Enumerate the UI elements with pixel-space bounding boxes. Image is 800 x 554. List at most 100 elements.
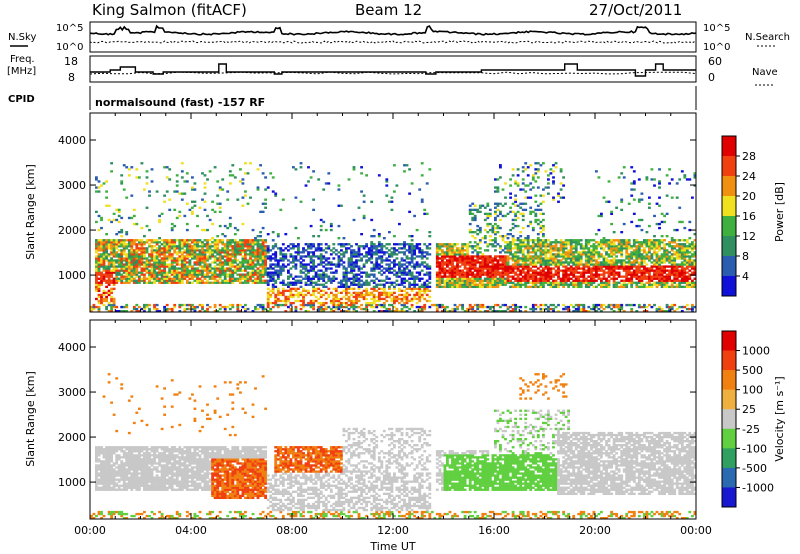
power-cell [271, 231, 275, 234]
power-cell [148, 261, 151, 264]
power-cell [635, 239, 639, 242]
power-cell [456, 253, 459, 256]
power-cell [279, 271, 283, 274]
power-cell [127, 241, 131, 244]
power-cell [471, 275, 475, 278]
power-cell [239, 180, 242, 183]
power-cell [236, 198, 240, 201]
power-cell [281, 267, 285, 270]
power-cell [547, 267, 550, 270]
power-cell [127, 259, 131, 262]
power-cell [287, 285, 290, 289]
power-cell [501, 273, 505, 276]
power-cell [241, 247, 245, 250]
power-cell [466, 255, 470, 258]
power-cell [362, 289, 366, 293]
power-cell [178, 279, 182, 282]
power-cell [488, 239, 492, 242]
power-cell [519, 279, 523, 282]
power-cell [595, 249, 598, 252]
power-cell [612, 259, 616, 262]
power-cell [216, 269, 220, 272]
power-cell [534, 257, 538, 260]
power-cell [587, 267, 591, 270]
power-cell [627, 202, 631, 205]
power-cell [514, 239, 518, 242]
power-cell [226, 255, 230, 258]
power-cell [602, 269, 606, 272]
power-cell [602, 307, 606, 311]
power-cell [400, 293, 404, 297]
power-cell [165, 255, 169, 258]
power-cell [420, 269, 424, 272]
power-cell [249, 267, 252, 270]
power-cell [382, 285, 386, 289]
power-cell [244, 255, 247, 258]
power-cell [529, 164, 533, 167]
power-cell [514, 273, 518, 276]
power-cell [405, 257, 409, 260]
power-cell [196, 273, 199, 276]
power-cell [102, 243, 106, 246]
power-cell [539, 231, 543, 234]
power-cell [117, 273, 121, 276]
power-cell [494, 222, 497, 226]
power-cell [239, 249, 242, 252]
power-cell [347, 247, 351, 250]
power-cell [630, 251, 634, 254]
power-cell [451, 255, 454, 258]
power-cell [403, 310, 406, 313]
power-cell [107, 204, 111, 207]
power-cell [178, 277, 182, 280]
power-cell [453, 243, 457, 246]
power-cell [362, 255, 366, 258]
power-cell [615, 259, 619, 262]
power-cell [198, 271, 202, 274]
power-cell [380, 293, 384, 297]
power-cell [299, 200, 303, 203]
power-cell [592, 275, 596, 278]
power-cell [370, 235, 374, 238]
power-cell [418, 255, 422, 258]
power-cell [428, 289, 432, 293]
power-cell [297, 281, 300, 284]
power-cell [423, 285, 427, 289]
power-cell [617, 176, 621, 179]
power-cell [355, 305, 358, 309]
power-cell [122, 310, 126, 313]
power-cell [150, 251, 154, 254]
power-cell [117, 231, 121, 234]
power-cell [632, 251, 636, 254]
power-cell [564, 279, 568, 282]
power-cell [125, 273, 129, 276]
power-cell [178, 247, 182, 250]
power-cell [511, 285, 515, 289]
power-cell [233, 251, 237, 254]
power-cell [112, 212, 116, 216]
power-cell [342, 301, 346, 305]
power-cell [261, 255, 265, 258]
power-cell [375, 299, 379, 303]
power-cell [352, 283, 356, 286]
power-cell [198, 263, 202, 266]
power-cell [160, 279, 164, 282]
power-cell [95, 249, 98, 252]
power-cell [625, 275, 629, 278]
power-cell [132, 214, 136, 218]
power-cell [107, 303, 111, 307]
power-cell [110, 295, 114, 299]
power-cell [600, 303, 603, 307]
power-cell [393, 273, 396, 276]
power-cell [514, 261, 518, 264]
power-cell [577, 281, 581, 284]
power-cell [544, 307, 548, 311]
power-cell [443, 281, 447, 284]
power-cell [385, 251, 389, 254]
power-cell [478, 263, 482, 266]
power-cell [193, 239, 197, 242]
power-cell [120, 277, 124, 280]
power-cell [206, 259, 209, 262]
power-cell [95, 269, 98, 272]
power-cell [284, 301, 288, 305]
power-cell [395, 273, 399, 276]
